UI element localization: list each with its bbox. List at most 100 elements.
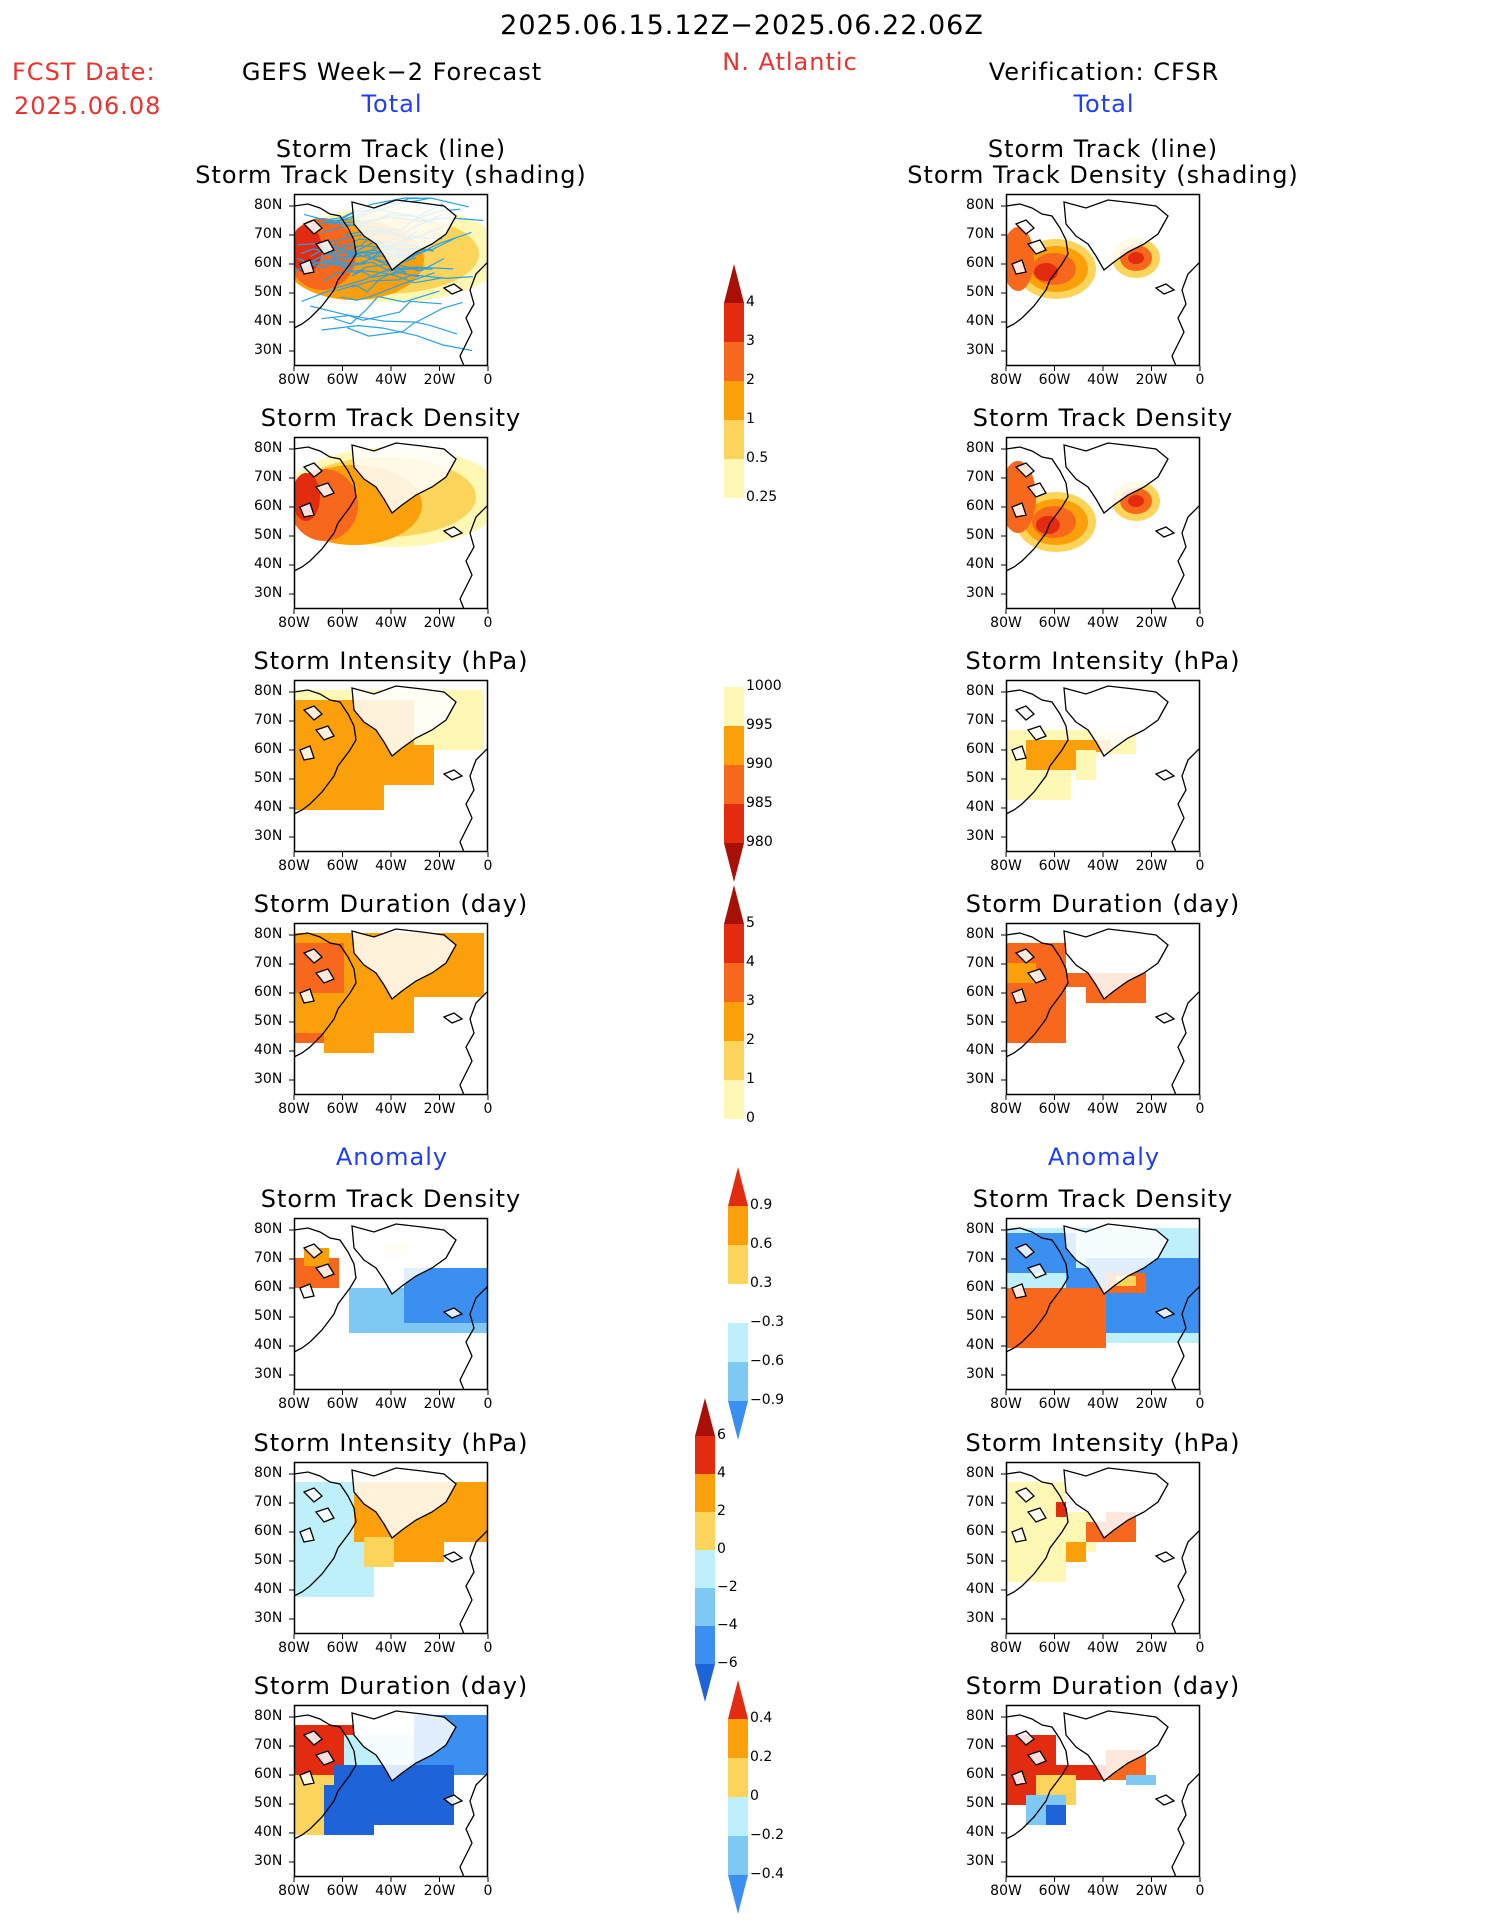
- lat-label: 60N: [254, 1279, 283, 1295]
- colorbar-label: 4: [746, 294, 755, 310]
- coastline: [459, 261, 488, 366]
- lat-label: 30N: [966, 585, 995, 601]
- lat-label: 70N: [966, 1737, 995, 1753]
- grid-shading: [1006, 1288, 1106, 1348]
- lon-label: 0: [483, 1396, 493, 1412]
- lat-label: 60N: [966, 1523, 995, 1539]
- lon-label: 0: [1195, 1101, 1205, 1117]
- colorbar-segment: [695, 1436, 715, 1474]
- coastline: [1011, 948, 1047, 1004]
- lon-label: 40W: [1087, 615, 1119, 631]
- colorbar-segment: [695, 1550, 715, 1588]
- map-panel: [289, 436, 489, 614]
- panel-title: Storm Track (line): [275, 135, 507, 163]
- colorbar-segment: [724, 1119, 744, 1158]
- lon-label: 60W: [1038, 858, 1071, 874]
- panel-title: Storm Duration (day): [965, 1672, 1241, 1700]
- coastline: [1006, 446, 1069, 572]
- lon-label: 80W: [990, 1396, 1022, 1412]
- lat-label: 80N: [254, 1708, 283, 1724]
- colorbar-segment: [724, 498, 744, 537]
- colorbar-segment: [728, 1836, 748, 1875]
- colorbar-segment: [724, 924, 744, 963]
- lat-label: 40N: [966, 799, 995, 815]
- lon-label: 40W: [375, 1640, 407, 1656]
- colorbar-segment: [695, 1474, 715, 1512]
- map-frame: [1005, 436, 1201, 610]
- lat-label: 80N: [966, 1708, 995, 1724]
- lat-label: 50N: [254, 1308, 283, 1324]
- coastline: [1011, 462, 1047, 518]
- lon-label: 20W: [423, 615, 456, 631]
- lon-label: 60W: [326, 1883, 359, 1899]
- lat-label: 50N: [966, 1308, 995, 1324]
- coastline: [1154, 526, 1176, 538]
- period-title: 2025.06.15.12Z−2025.06.22.06Z: [500, 10, 984, 41]
- colorbar-duration_total: [724, 885, 744, 1158]
- lat-label: 80N: [966, 1221, 995, 1237]
- coastline: [1171, 1772, 1200, 1877]
- lon-label: 20W: [1135, 1883, 1168, 1899]
- coastline: [459, 1772, 488, 1877]
- fcst-date-label: FCST Date:: [12, 58, 156, 86]
- grid-shading: [1066, 1542, 1086, 1562]
- colorbar-segment: [728, 1206, 748, 1245]
- lat-label: 60N: [254, 498, 283, 514]
- panel-title: Storm Intensity (hPa): [965, 647, 1241, 675]
- lat-label: 70N: [254, 712, 283, 728]
- density-shading: [1128, 495, 1144, 507]
- lat-label: 70N: [254, 226, 283, 242]
- lat-label: 50N: [254, 1013, 283, 1029]
- panel-title: Storm Duration (day): [965, 890, 1241, 918]
- panel-title: Storm Track (line): [987, 135, 1219, 163]
- coastline: [459, 747, 488, 852]
- colorbar-label: 2: [746, 372, 755, 388]
- panel-title: Storm Intensity (hPa): [253, 1429, 529, 1457]
- lat-label: 70N: [254, 1494, 283, 1510]
- lat-label: 60N: [966, 255, 995, 271]
- coastline: [442, 769, 464, 781]
- coastline: [1011, 1730, 1047, 1786]
- lat-label: 80N: [966, 197, 995, 213]
- lon-label: 0: [1195, 1396, 1205, 1412]
- coastline: [351, 685, 457, 757]
- map-panel: [1001, 193, 1201, 371]
- lon-label: 80W: [278, 615, 310, 631]
- lat-label: 40N: [966, 313, 995, 329]
- grid-shading: [324, 1023, 374, 1053]
- coastline: [299, 1243, 335, 1299]
- map-frame: [1005, 679, 1201, 853]
- lat-label: 80N: [966, 926, 995, 942]
- colorbar-segment: [724, 726, 744, 765]
- coastline: [299, 705, 335, 761]
- colorbar-density_anom: [728, 1167, 748, 1440]
- density-shading: [1006, 227, 1034, 291]
- lat-label: 30N: [254, 1366, 283, 1382]
- colorbar-segment: [724, 264, 744, 303]
- colorbar-segment: [728, 1401, 748, 1440]
- lat-label: 30N: [966, 1853, 995, 1869]
- colorbar-segment: [695, 1626, 715, 1664]
- lon-label: 60W: [326, 858, 359, 874]
- coastline: [1063, 1223, 1169, 1295]
- map-frame: [293, 1461, 489, 1635]
- lat-label: 80N: [966, 683, 995, 699]
- colorbar-segment: [728, 1719, 748, 1758]
- coastline: [1011, 1487, 1047, 1543]
- lon-label: 40W: [1087, 372, 1119, 388]
- colorbar-segment: [724, 381, 744, 420]
- map-panel: [289, 679, 489, 857]
- lon-label: 20W: [1135, 615, 1168, 631]
- storm-track-line: [351, 274, 473, 288]
- coastline: [299, 462, 335, 518]
- colorbar-label: 3: [746, 993, 755, 1009]
- map-panel: [1001, 1217, 1201, 1395]
- lat-label: 50N: [254, 527, 283, 543]
- lon-label: 80W: [990, 372, 1022, 388]
- coastline: [1154, 769, 1176, 781]
- colorbar-segment: [728, 1797, 748, 1836]
- map-panel: [289, 1461, 489, 1639]
- coastline: [1154, 1794, 1176, 1806]
- lat-label: 40N: [966, 1581, 995, 1597]
- lat-label: 60N: [966, 1279, 995, 1295]
